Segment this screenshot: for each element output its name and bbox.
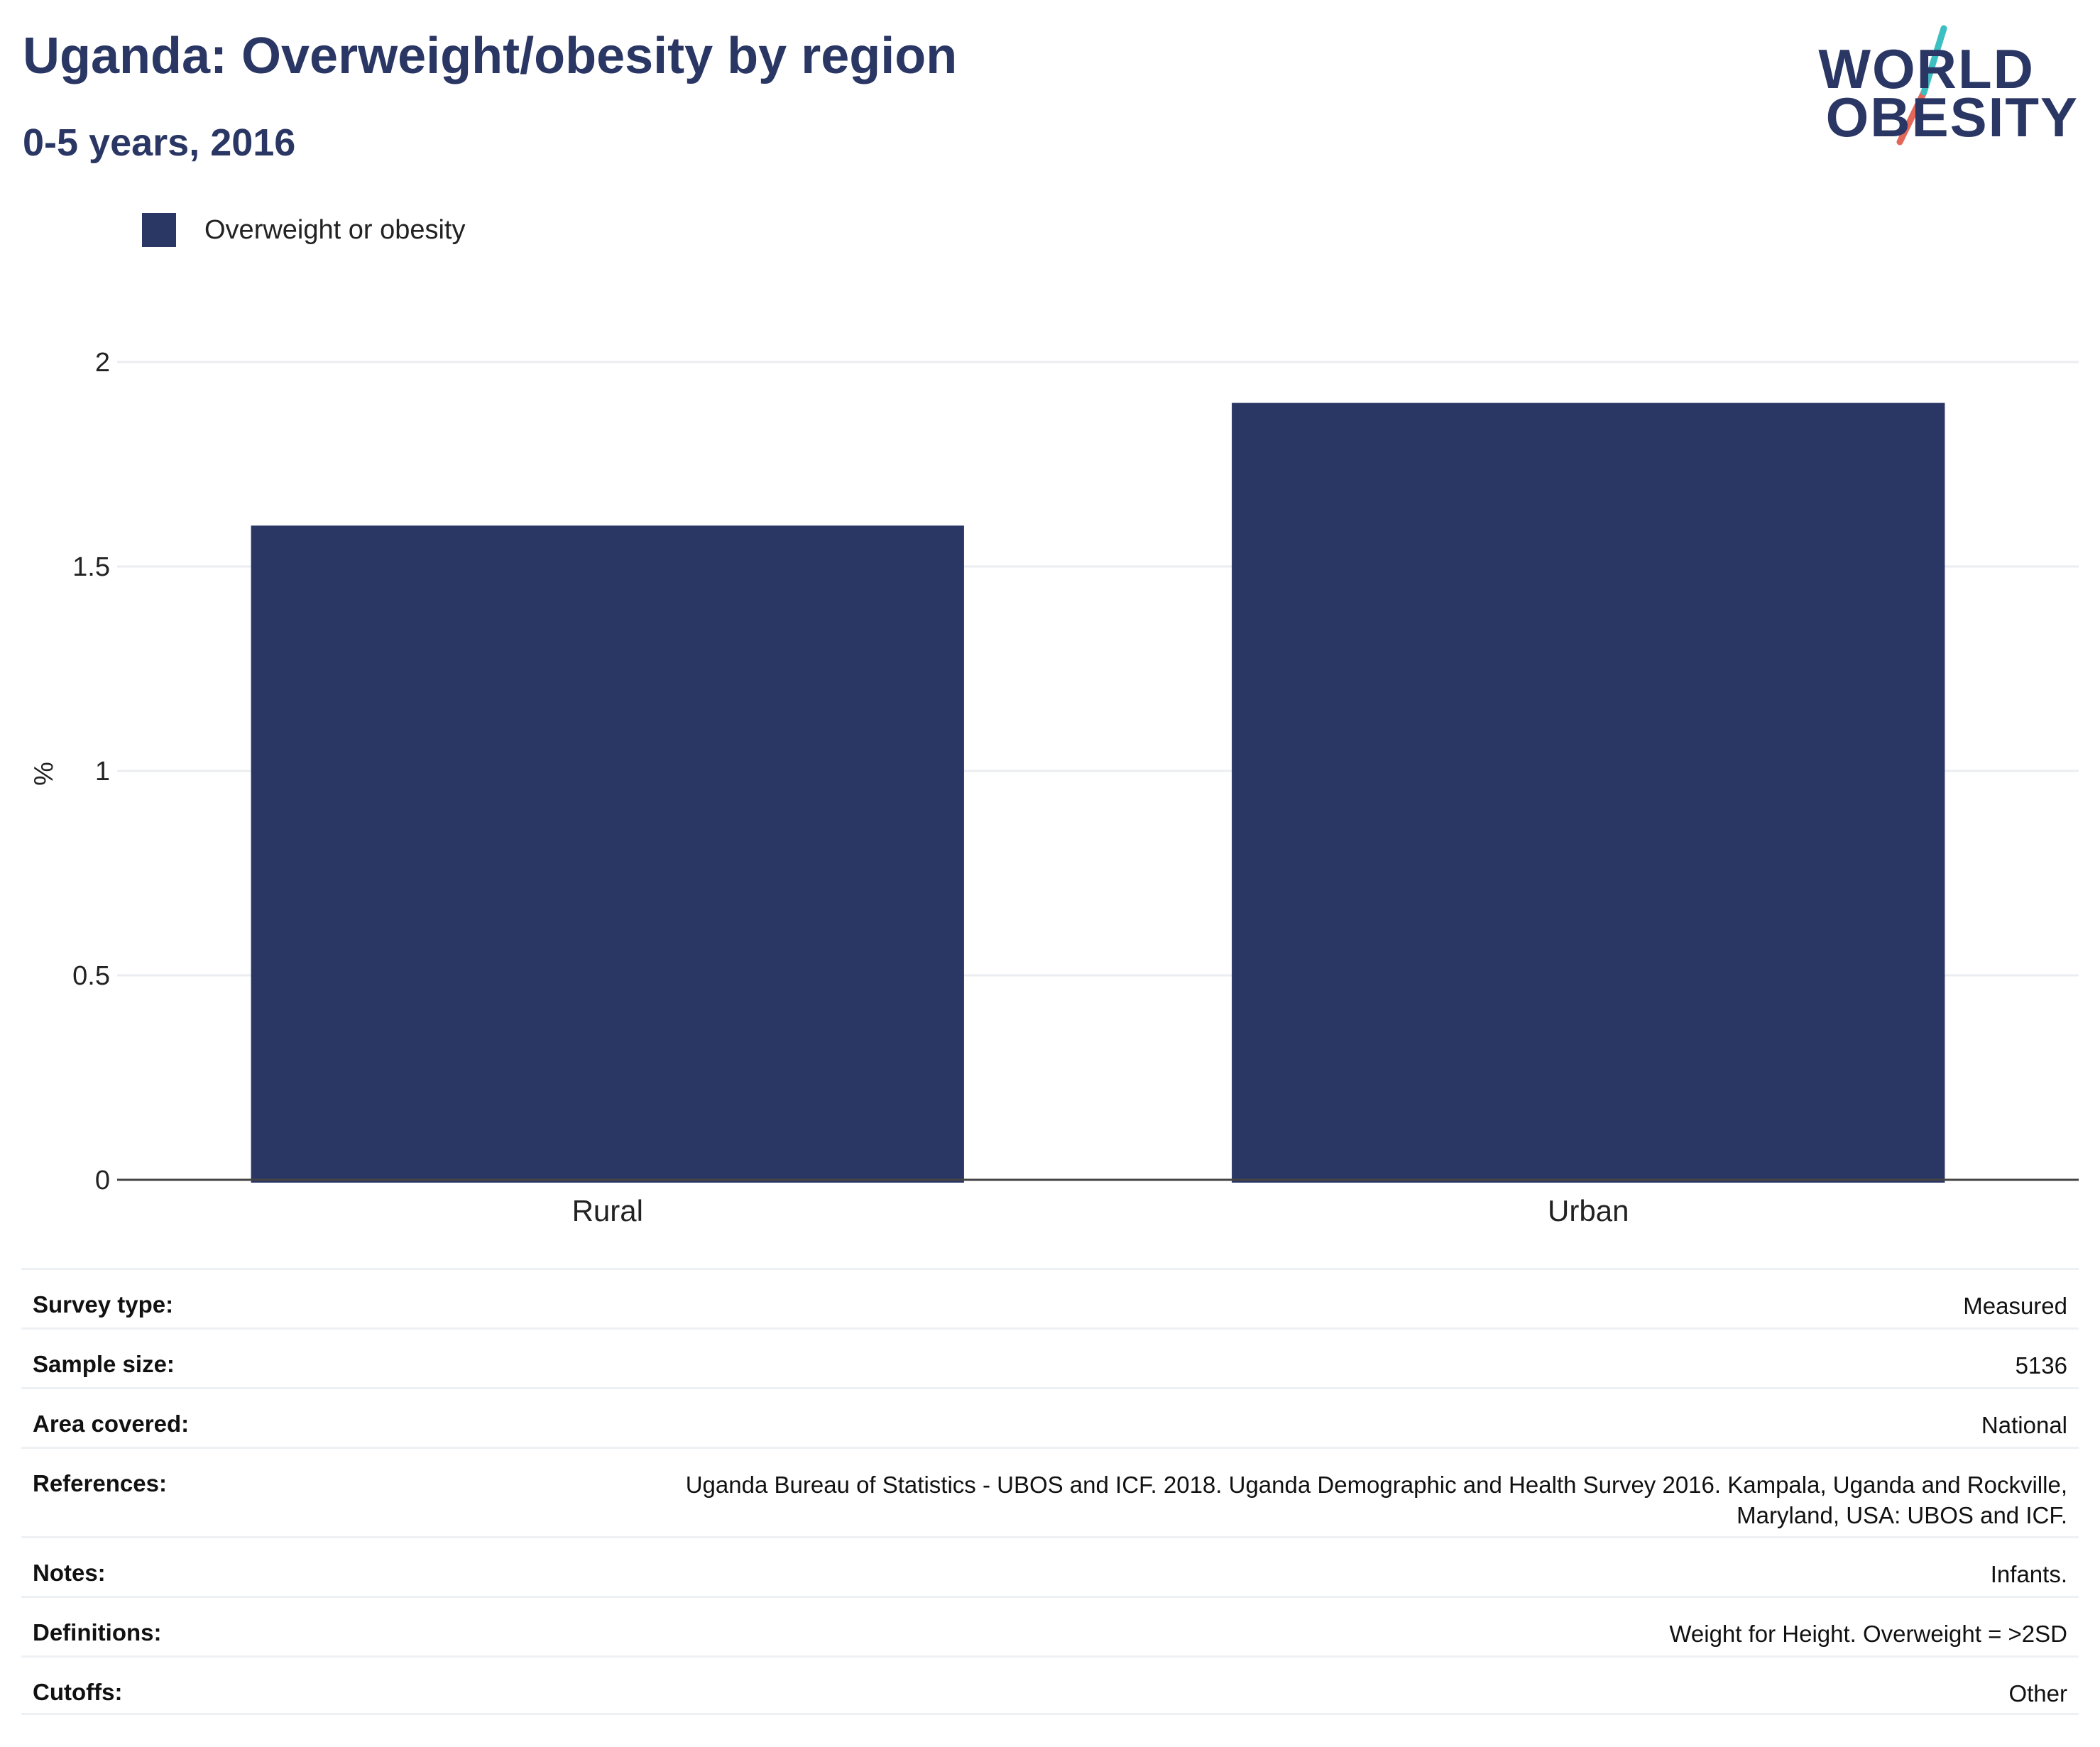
detail-value: Measured <box>1963 1293 2067 1319</box>
detail-row: Sample size: 5136 <box>21 1327 2079 1387</box>
x-tick-label: Rural <box>572 1194 643 1227</box>
detail-row: Notes: Infants. <box>21 1536 2079 1596</box>
y-tick-label: 0 <box>95 1166 110 1195</box>
detail-value: National <box>1981 1412 2067 1438</box>
detail-key: Cutoffs: <box>33 1679 123 1705</box>
detail-key: Definitions: <box>33 1619 162 1645</box>
x-tick-label: Urban <box>1548 1194 1629 1227</box>
detail-key: Notes: <box>33 1560 106 1586</box>
legend-swatch <box>142 213 176 247</box>
survey-details-table: Survey type: Measured Sample size: 5136 Area… <box>21 1268 2079 1715</box>
world-obesity-logo: WORLD OBESITY <box>1818 21 2079 149</box>
detail-row: Area covered: National <box>21 1387 2079 1447</box>
y-tick-label: 1.5 <box>72 552 110 582</box>
detail-key: Survey type: <box>33 1291 174 1318</box>
y-tick-label: 2 <box>95 348 110 378</box>
detail-row: Cutoffs: Other <box>21 1655 2079 1715</box>
detail-value: Other <box>2008 1680 2067 1707</box>
y-axis-label: % <box>29 762 59 786</box>
bar-urban[interactable] <box>1232 402 1945 1183</box>
bar-rural[interactable] <box>251 525 964 1183</box>
detail-key: Sample size: <box>33 1351 175 1377</box>
logo-line-2: OBESITY <box>1825 86 2079 148</box>
detail-row: References: Uganda Bureau of Statistics -… <box>21 1447 2079 1536</box>
axes: 0 0.5 1 1.5 2 Rural Urban <box>72 348 2079 1227</box>
chart-title: Uganda: Overweight/obesity by region <box>23 28 958 84</box>
detail-key: References: <box>33 1470 167 1496</box>
y-tick-label: 1 <box>95 757 110 787</box>
bar-chart: 0 0.5 1 1.5 2 Rural Urban % <box>29 348 2079 1227</box>
logo-slash-icon <box>1896 25 1947 146</box>
detail-value: Infants. <box>1990 1561 2067 1587</box>
chart-legend: Overweight or obesity <box>142 213 466 247</box>
detail-value: 5136 <box>2015 1352 2067 1379</box>
detail-row: Survey type: Measured <box>21 1268 2079 1327</box>
detail-value: Weight for Height. Overweight = >2SD <box>1669 1621 2067 1647</box>
bars <box>251 402 1945 1183</box>
y-tick-label: 0.5 <box>72 961 110 991</box>
chart-subtitle: 0-5 years, 2016 <box>23 121 296 164</box>
logo-line-1: WORLD <box>1818 38 2035 100</box>
legend-label: Overweight or obesity <box>204 214 466 245</box>
detail-value: Uganda Bureau of Statistics - UBOS and I… <box>685 1472 2067 1528</box>
detail-key: Area covered: <box>33 1411 190 1437</box>
detail-row: Definitions: Weight for Height. Overweigh… <box>21 1596 2079 1655</box>
